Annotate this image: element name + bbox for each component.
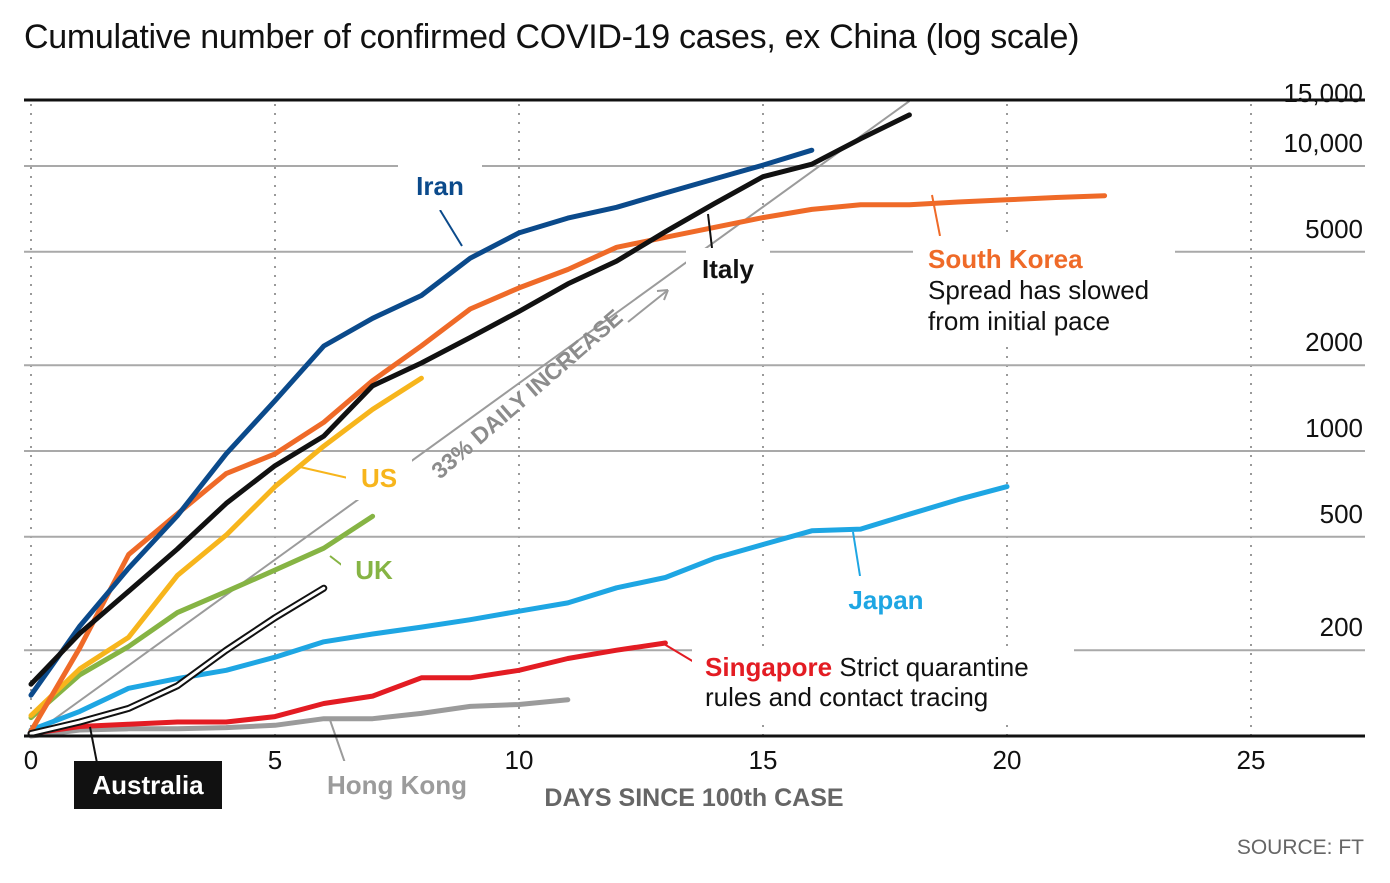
label-box — [74, 761, 222, 809]
series-name-text: Italy — [702, 254, 755, 284]
label-leader-line — [707, 213, 713, 249]
series-name: Italy — [702, 254, 755, 284]
y-tick-label: 200 — [1320, 612, 1363, 642]
x-tick-label: 10 — [505, 745, 534, 775]
series-name-text: Japan — [848, 585, 923, 615]
label-box — [834, 576, 938, 624]
source-note: SOURCE: FT — [1236, 836, 1364, 859]
series-name: Iran — [416, 171, 464, 201]
annotation-text: Strict quarantine — [832, 652, 1029, 682]
annotation-text: rules and contact tracing — [705, 682, 988, 712]
series-name-text: US — [361, 463, 397, 493]
series-line-uk — [28, 513, 376, 721]
label-leader-line — [439, 209, 463, 247]
y-tick-label: 1000 — [1305, 413, 1363, 443]
series-label-australia: Australia — [74, 726, 222, 809]
series-name-text: Australia — [92, 770, 204, 800]
reference-line-label: 33% DAILY INCREASE — [426, 304, 627, 484]
series-label-us: US — [299, 456, 412, 500]
label-box — [692, 646, 1074, 720]
y-tick-label: 15,000 — [1283, 78, 1363, 108]
series-line-singapore — [28, 640, 668, 736]
x-tick-label: 5 — [268, 745, 282, 775]
x-tick-label: 20 — [993, 745, 1022, 775]
annotation-text: Spread has slowed — [928, 275, 1149, 305]
annotation-text: from initial pace — [928, 306, 1110, 336]
series-line-south-korea — [28, 193, 1108, 734]
series-label-japan: Japan — [834, 531, 938, 624]
y-tick-label: 500 — [1320, 499, 1363, 529]
series-line-us — [28, 375, 424, 718]
label-leader-line — [663, 643, 695, 663]
x-tick-label: 25 — [1237, 745, 1266, 775]
label-box — [398, 160, 482, 210]
series-line-australia — [29, 586, 326, 735]
reference-arrowhead-icon — [656, 289, 669, 301]
series-name: South Korea — [928, 244, 1083, 274]
x-axis-title: DAYS SINCE 100th CASE — [544, 784, 843, 812]
x-tick-label: 15 — [749, 745, 778, 775]
label-box — [346, 456, 412, 500]
series-name: Hong Kong — [327, 770, 467, 800]
series-name-text: UK — [355, 555, 393, 585]
series-name: Singapore Strict quarantine — [705, 652, 1029, 682]
label-leader-line — [329, 555, 344, 567]
series-name-text: Hong Kong — [327, 770, 467, 800]
label-leader-line — [931, 194, 941, 237]
label-leader-line — [329, 719, 346, 764]
series-name: Japan — [848, 585, 923, 615]
label-box — [312, 761, 482, 809]
series-line-italy — [28, 112, 912, 687]
label-leader-line — [89, 726, 98, 764]
series-name: US — [361, 463, 397, 493]
reference-arrow-icon — [627, 289, 669, 323]
y-tick-label: 2000 — [1305, 327, 1363, 357]
series-name: Australia — [92, 770, 204, 800]
series-name-text: Iran — [416, 171, 464, 201]
label-box — [913, 236, 1175, 342]
series-name-text: Singapore — [705, 652, 832, 682]
series-line-hong-kong — [28, 697, 571, 739]
series-label-italy: Italy — [686, 213, 770, 292]
series-line-iran — [28, 147, 815, 698]
label-leader-line — [852, 531, 861, 577]
y-tick-label: 5000 — [1305, 214, 1363, 244]
x-tick-label: 0 — [24, 745, 38, 775]
series-name-text: South Korea — [928, 244, 1083, 274]
axes: 200 500 1000 2000 5000 10,000 15,000 0 5 10 15 20 25… — [24, 78, 1365, 812]
series-label-iran: Iran — [398, 160, 482, 247]
reference-line — [30, 100, 910, 737]
label-box — [686, 248, 770, 292]
series-label-uk: UK — [329, 546, 407, 594]
label-box — [341, 546, 407, 594]
gridlines — [24, 104, 1365, 736]
series-label-hong-kong: Hong Kong — [312, 719, 482, 809]
series-lines — [27, 112, 1108, 739]
label-leader-line — [299, 466, 349, 479]
chart-title: Cumulative number of confirmed COVID-19 … — [24, 18, 1080, 56]
series-name: UK — [355, 555, 393, 585]
y-tick-label: 10,000 — [1283, 128, 1363, 158]
